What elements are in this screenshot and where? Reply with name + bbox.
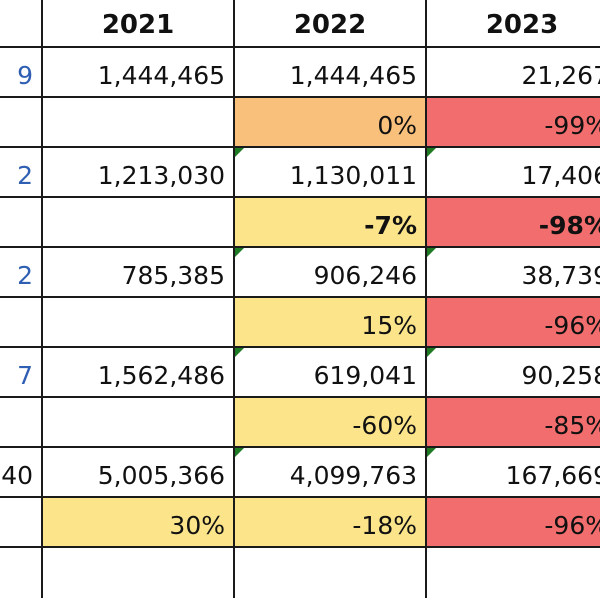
table-cell-percent-2023[interactable]: -98% <box>427 198 600 248</box>
table-cell-value-2022[interactable]: 4,099,763 <box>235 448 427 498</box>
table-cell-percent-2023[interactable]: -96% <box>427 298 600 348</box>
comment-indicator-icon <box>235 448 244 457</box>
table-cell-value-2023[interactable]: 167,669 <box>427 448 600 498</box>
table-cell-percent-label[interactable] <box>0 398 43 448</box>
table-cell-value-2022[interactable]: 1,444,465 <box>235 48 427 98</box>
table-cell-value-2021[interactable]: 1,562,486 <box>43 348 235 398</box>
table-cell-value-2023[interactable]: 90,258 <box>427 348 600 398</box>
table-cell-percent-2021[interactable] <box>43 298 235 348</box>
table-cell-percent-2023[interactable]: -99% <box>427 98 600 148</box>
header-cell-2023[interactable]: 2023 <box>427 0 600 48</box>
table-cell-percent-2023[interactable]: -85% <box>427 398 600 448</box>
table-cell-percent-2022[interactable]: 15% <box>235 298 427 348</box>
table-cell-empty-2022[interactable] <box>235 548 427 598</box>
table-cell-value-label[interactable]: 7 <box>0 348 43 398</box>
table-cell-percent-2022[interactable]: -7% <box>235 198 427 248</box>
table-cell-percent-label[interactable] <box>0 298 43 348</box>
table-cell-percent-2022[interactable]: -60% <box>235 398 427 448</box>
header-cell-label[interactable] <box>0 0 43 48</box>
header-cell-2022[interactable]: 2022 <box>235 0 427 48</box>
table-cell-percent-2021[interactable] <box>43 98 235 148</box>
table-cell-value-label[interactable]: 9 <box>0 48 43 98</box>
comment-indicator-icon <box>235 148 244 157</box>
table-cell-value-2021[interactable]: 1,213,030 <box>43 148 235 198</box>
table-cell-empty-label[interactable] <box>0 548 43 598</box>
table-cell-percent-2021[interactable]: 30% <box>43 498 235 548</box>
table-cell-empty-2023[interactable] <box>427 548 600 598</box>
table-cell-value-2021[interactable]: 1,444,465 <box>43 48 235 98</box>
table-cell-percent-2023[interactable]: -96% <box>427 498 600 548</box>
comment-indicator-icon <box>427 348 436 357</box>
table-cell-value-2022[interactable]: 619,041 <box>235 348 427 398</box>
header-cell-2021[interactable]: 2021 <box>43 0 235 48</box>
comment-indicator-icon <box>427 248 436 257</box>
table-cell-value-2023[interactable]: 17,406 <box>427 148 600 198</box>
table-cell-percent-label[interactable] <box>0 498 43 548</box>
table-cell-value-label[interactable]: 2 <box>0 148 43 198</box>
table-cell-percent-2021[interactable] <box>43 398 235 448</box>
table-cell-value-2022[interactable]: 1,130,011 <box>235 148 427 198</box>
table-cell-percent-2022[interactable]: 0% <box>235 98 427 148</box>
table-cell-value-label[interactable]: 2 <box>0 248 43 298</box>
table-cell-percent-label[interactable] <box>0 198 43 248</box>
table-cell-empty-2021[interactable] <box>43 548 235 598</box>
table-cell-value-2021[interactable]: 785,385 <box>43 248 235 298</box>
comment-indicator-icon <box>235 248 244 257</box>
table-cell-value-2022[interactable]: 906,246 <box>235 248 427 298</box>
table-cell-percent-2022[interactable]: -18% <box>235 498 427 548</box>
table-cell-percent-label[interactable] <box>0 98 43 148</box>
comment-indicator-icon <box>427 148 436 157</box>
comment-indicator-icon <box>427 448 436 457</box>
table-cell-value-2021[interactable]: 5,005,366 <box>43 448 235 498</box>
table-cell-value-2023[interactable]: 21,267 <box>427 48 600 98</box>
comment-indicator-icon <box>235 348 244 357</box>
table-cell-value-2023[interactable]: 38,739 <box>427 248 600 298</box>
table-cell-percent-2021[interactable] <box>43 198 235 248</box>
table-cell-value-label[interactable]: 40 <box>0 448 43 498</box>
